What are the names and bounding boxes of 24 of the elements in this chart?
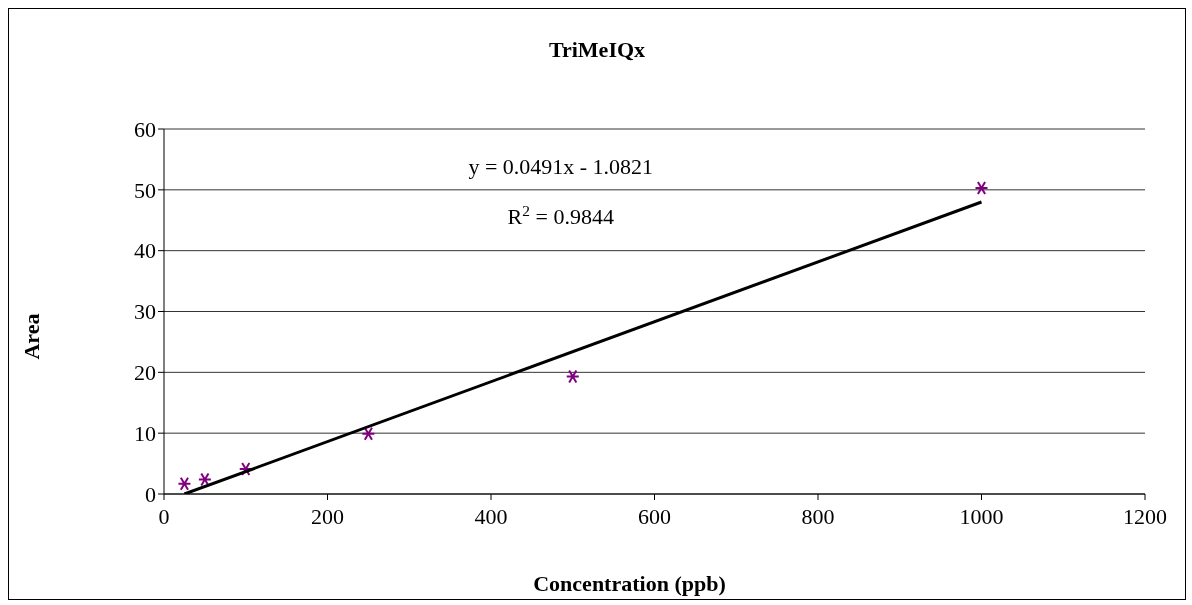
annotation: y = 0.0491x - 1.0821 [468, 154, 654, 179]
x-tick-label: 1000 [959, 503, 1004, 529]
y-tick-label: 10 [134, 420, 156, 446]
point [197, 472, 212, 487]
y-tick-label: 20 [134, 360, 156, 386]
x-tick-label: 600 [638, 503, 671, 529]
y-tick-label: 60 [134, 116, 156, 142]
x-tick-label: 1200 [1123, 503, 1167, 529]
y-tick-label: 40 [134, 238, 156, 264]
y-tick-label: 0 [145, 481, 156, 507]
point [974, 181, 989, 196]
annotation: R$^{2}$ = 0.9844 [507, 201, 614, 229]
y-tick-label: 30 [134, 299, 156, 325]
x-tick-label: 800 [801, 503, 835, 529]
point [177, 476, 192, 491]
x-tick-label: 200 [311, 503, 344, 529]
x-tick-label: 400 [474, 503, 508, 529]
point [565, 369, 580, 384]
chart-title: TriMeIQx [548, 37, 646, 62]
x-axis-title: Concentration (ppb) [533, 571, 726, 596]
y-axis-title: Area [19, 313, 44, 360]
y-tick-label: 50 [134, 177, 156, 203]
point [361, 426, 376, 441]
point [238, 462, 253, 477]
